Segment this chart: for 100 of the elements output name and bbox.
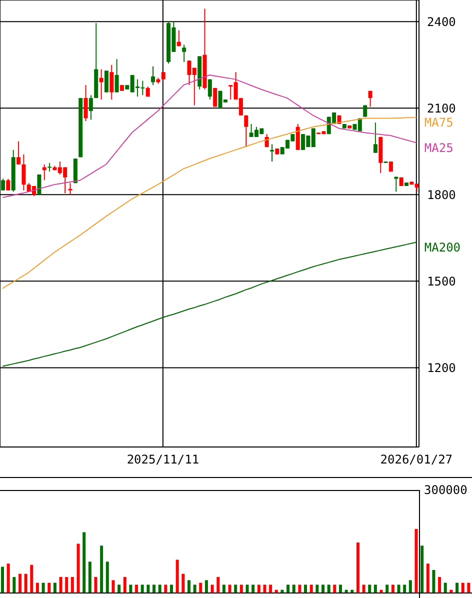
bar bbox=[24, 574, 28, 593]
bar bbox=[374, 584, 377, 593]
candlestick bbox=[176, 30, 181, 47]
bar bbox=[362, 584, 366, 593]
bar bbox=[123, 577, 126, 593]
bar bbox=[140, 584, 144, 593]
bar bbox=[240, 584, 243, 593]
bar bbox=[118, 584, 121, 593]
bar bbox=[461, 582, 464, 593]
bar bbox=[444, 582, 447, 593]
candlestick bbox=[296, 124, 300, 150]
text: 300000 bbox=[424, 483, 468, 497]
y-tick-label: 1800 bbox=[427, 188, 456, 202]
bar bbox=[228, 584, 232, 593]
candlestick bbox=[68, 182, 72, 196]
bar bbox=[426, 564, 430, 593]
bar bbox=[246, 584, 249, 593]
y-tick-label: 1200 bbox=[427, 360, 456, 375]
bar bbox=[187, 580, 190, 593]
bar bbox=[12, 577, 16, 593]
bar bbox=[42, 582, 45, 593]
bar bbox=[438, 577, 442, 593]
bar bbox=[408, 580, 412, 593]
bar bbox=[199, 582, 202, 593]
bar bbox=[403, 584, 406, 593]
candlestick bbox=[368, 90, 372, 108]
candlestick bbox=[88, 94, 93, 120]
series-label: MA200 bbox=[424, 240, 461, 255]
bar bbox=[106, 562, 109, 593]
candlestick bbox=[394, 176, 398, 192]
bar bbox=[316, 584, 319, 593]
bar bbox=[30, 564, 34, 593]
candlestick bbox=[373, 122, 378, 154]
series-label: MA75 bbox=[424, 116, 454, 130]
candlestick bbox=[114, 58, 119, 93]
y-tick-label: 2100 bbox=[427, 101, 456, 116]
bar bbox=[100, 546, 104, 593]
candlestick bbox=[270, 144, 274, 162]
bar bbox=[263, 584, 266, 593]
bar bbox=[82, 532, 86, 593]
y-tick-label: 1500 bbox=[427, 274, 456, 288]
bar bbox=[333, 584, 336, 593]
bar bbox=[164, 584, 168, 593]
candlestick bbox=[1, 178, 5, 191]
bar bbox=[59, 577, 62, 593]
bar bbox=[386, 584, 389, 593]
candlestick bbox=[6, 178, 10, 191]
bar bbox=[152, 584, 156, 593]
bar bbox=[182, 574, 185, 593]
candlestick bbox=[84, 84, 88, 122]
line-series bbox=[2, 116, 417, 289]
bar bbox=[397, 584, 400, 593]
candlestick bbox=[110, 64, 114, 100]
x-tick-label: 2025/11/11 bbox=[126, 452, 200, 467]
bar bbox=[65, 577, 68, 593]
bar bbox=[252, 584, 255, 593]
bar bbox=[222, 584, 226, 593]
bar bbox=[70, 577, 74, 593]
bar bbox=[304, 584, 308, 593]
x-tick-label: 2026/01/27 bbox=[380, 452, 453, 467]
bar bbox=[368, 584, 372, 593]
bar bbox=[94, 577, 98, 593]
bar bbox=[298, 584, 302, 593]
line-series bbox=[2, 74, 417, 198]
bar bbox=[234, 584, 238, 593]
bar bbox=[216, 577, 220, 593]
bar bbox=[310, 584, 313, 593]
bar bbox=[204, 580, 208, 593]
line-series bbox=[2, 242, 417, 367]
bar bbox=[18, 574, 22, 593]
bar bbox=[456, 582, 459, 593]
candlestick bbox=[182, 44, 186, 63]
bar bbox=[176, 560, 179, 593]
bar bbox=[36, 582, 39, 593]
bar bbox=[432, 570, 436, 593]
bar bbox=[467, 582, 470, 593]
bar bbox=[414, 529, 418, 593]
candlestick bbox=[244, 114, 248, 148]
bar bbox=[1, 566, 4, 593]
bar bbox=[135, 584, 138, 593]
candlestick bbox=[151, 66, 156, 86]
series-label: MA25 bbox=[424, 141, 454, 156]
bar bbox=[327, 584, 330, 593]
bar bbox=[88, 562, 92, 593]
bar bbox=[76, 544, 80, 593]
bar bbox=[286, 584, 290, 593]
candlestick bbox=[208, 78, 212, 100]
bar bbox=[112, 580, 115, 593]
bar bbox=[193, 584, 196, 593]
candlestick bbox=[22, 154, 26, 191]
bar bbox=[356, 542, 360, 593]
bar bbox=[338, 584, 342, 593]
y-tick-label: 2400 bbox=[427, 14, 456, 29]
bar bbox=[269, 584, 272, 593]
bar bbox=[146, 584, 150, 593]
bar bbox=[129, 584, 132, 593]
bar bbox=[210, 584, 214, 593]
bar bbox=[48, 582, 51, 593]
candlestick bbox=[104, 70, 108, 93]
candlestick bbox=[16, 140, 21, 165]
